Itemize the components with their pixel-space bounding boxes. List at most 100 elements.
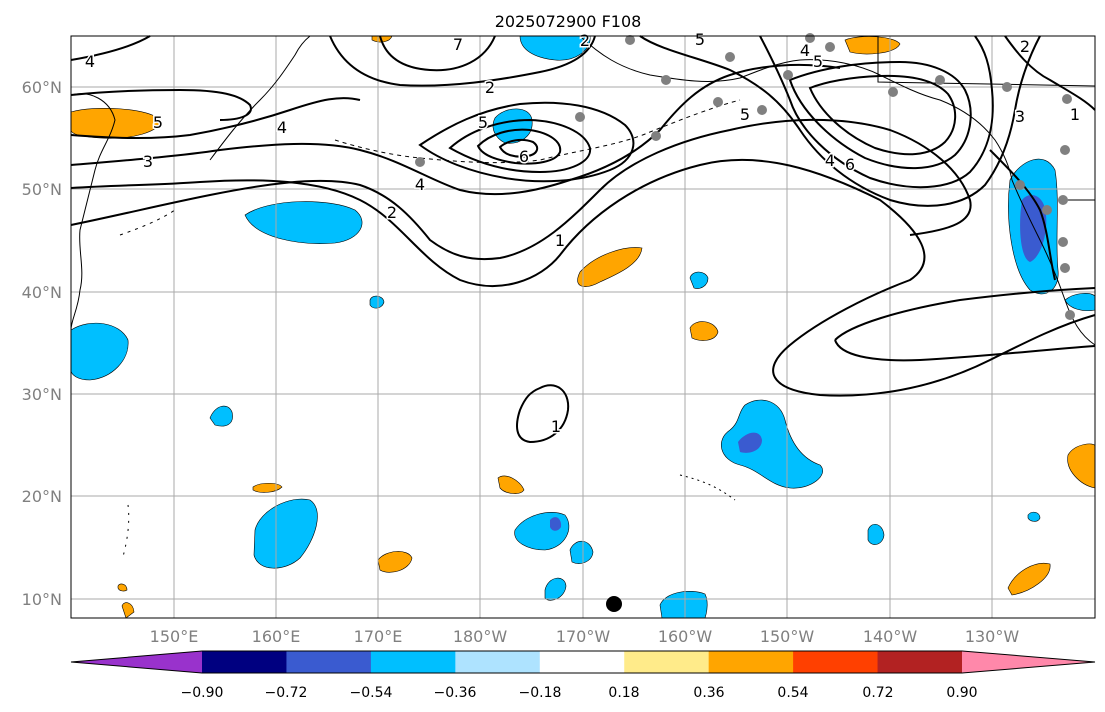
- station-marker: [783, 70, 793, 80]
- contour-label: 4: [415, 175, 425, 194]
- strong-negative-anomaly-region: [738, 432, 762, 453]
- lon-label: 140°W: [863, 627, 918, 646]
- center-marker: [606, 596, 622, 612]
- contour-label: 2: [387, 203, 397, 222]
- lat-label: 10°N: [22, 590, 62, 609]
- colorbar-segment: [455, 651, 541, 673]
- contour-label: 6: [519, 147, 529, 166]
- contour-label: 1: [555, 231, 565, 250]
- colorbar-tick-label: −0.72: [265, 685, 308, 701]
- contour-label: 5: [813, 52, 823, 71]
- negative-anomaly-region: [70, 322, 129, 381]
- contour-label: 4: [800, 41, 810, 60]
- contour-line: [70, 118, 972, 261]
- positive-anomaly-region: [117, 583, 128, 592]
- colorbar-tick-label: −0.18: [519, 685, 562, 701]
- station-marker: [625, 35, 635, 45]
- contour-label: 3: [143, 152, 153, 171]
- contour-label: 7: [453, 35, 463, 54]
- contour-label: 1: [1070, 105, 1080, 124]
- negative-anomaly-region: [369, 295, 385, 309]
- station-marker: [713, 97, 723, 107]
- contour-line: [70, 97, 361, 140]
- contour-line: [639, 35, 1041, 207]
- contour-labels: 4 5 3 4 2 2 1 4 5 6 2 7 5 4 5 6 4 5 2 3 …: [83, 29, 1081, 438]
- contour-label: 4: [85, 52, 95, 71]
- positive-anomaly-region: [844, 36, 901, 55]
- colorbar-extend-low: [71, 651, 202, 673]
- contour-line: [379, 35, 496, 72]
- station-marker: [805, 33, 815, 43]
- lon-label: 160°E: [252, 627, 301, 646]
- colorbar-tick-label: −0.90: [181, 685, 224, 701]
- contour-line: [834, 339, 1096, 362]
- contour-label: 6: [845, 155, 855, 174]
- colorbar-tick-label: 0.72: [862, 685, 893, 701]
- contour-line: [70, 35, 151, 61]
- colorbar-segment: [286, 651, 372, 673]
- contour-label: 4: [825, 151, 835, 170]
- station-markers: [415, 33, 1075, 320]
- contour-line: [476, 128, 562, 165]
- negative-anomaly-region: [1027, 511, 1041, 522]
- plot-area: 4 5 3 4 2 2 1 4 5 6 2 7 5 4 5 6 4 5 2 3 …: [70, 29, 1096, 619]
- negative-anomaly-region: [544, 577, 567, 601]
- contour-line: [329, 35, 596, 87]
- contour-line: [1004, 35, 1096, 111]
- positive-anomaly-region: [497, 475, 525, 494]
- alaska-coastline: [579, 35, 1013, 181]
- colorbar-extend-high: [962, 651, 1095, 673]
- contour-label: 5: [478, 113, 488, 132]
- station-marker: [1065, 310, 1075, 320]
- lon-label: 160°W: [658, 627, 713, 646]
- colorbar-segment: [877, 651, 963, 673]
- contour-line: [516, 384, 570, 444]
- positive-anomaly-region: [577, 247, 643, 287]
- positive-anomaly-region: [689, 321, 719, 341]
- station-marker: [651, 131, 661, 141]
- positive-anomaly-region: [1007, 562, 1051, 596]
- contour-line: [70, 88, 252, 121]
- negative-anomaly-region: [721, 399, 823, 489]
- latitude-labels: 60°N 50°N 40°N 30°N 20°N 10°N: [22, 78, 62, 609]
- contour-line: [448, 118, 592, 174]
- contour-line: [418, 101, 635, 183]
- station-marker: [888, 87, 898, 97]
- lat-label: 20°N: [22, 487, 62, 506]
- contour-line: [70, 63, 841, 196]
- negative-anomaly-region: [209, 405, 233, 427]
- lon-label: 180°W: [453, 627, 508, 646]
- negative-anomaly-region: [569, 540, 594, 564]
- colorbar-segment: [202, 651, 287, 673]
- negative-anomaly-region: [253, 498, 318, 569]
- station-marker: [1062, 94, 1072, 104]
- lat-label: 40°N: [22, 283, 62, 302]
- negative-anomaly-region: [492, 108, 533, 144]
- positive-anomaly-region: [377, 551, 413, 573]
- contour-line: [759, 35, 994, 189]
- station-marker: [1042, 205, 1052, 215]
- colorbar-segment: [370, 651, 456, 673]
- contour-line: [834, 287, 1096, 341]
- station-marker: [575, 112, 585, 122]
- lat-label: 60°N: [22, 78, 62, 97]
- positive-anomaly-region: [121, 602, 135, 619]
- colorbar-tick-labels: −0.90 −0.72 −0.54 −0.36 −0.18 0.18 0.36 …: [181, 685, 978, 701]
- strong-negative-anomaly-region: [550, 517, 562, 531]
- lon-label: 170°E: [354, 627, 403, 646]
- kamchatka-coastline: [209, 35, 311, 161]
- contour-label: 4: [277, 118, 287, 137]
- map-title: 2025072900 F108: [495, 12, 642, 31]
- coastlines: [70, 35, 1096, 561]
- contour-label: 3: [1015, 107, 1025, 126]
- contour-line: [989, 149, 1056, 281]
- lat-label: 30°N: [22, 385, 62, 404]
- colorbar-segments: [70, 650, 1096, 674]
- pacific-islands: [121, 504, 130, 561]
- station-marker: [1058, 237, 1068, 247]
- contour-lines: [70, 35, 1096, 444]
- station-marker: [725, 52, 735, 62]
- station-marker: [1060, 145, 1070, 155]
- plot-frame: [70, 35, 1096, 619]
